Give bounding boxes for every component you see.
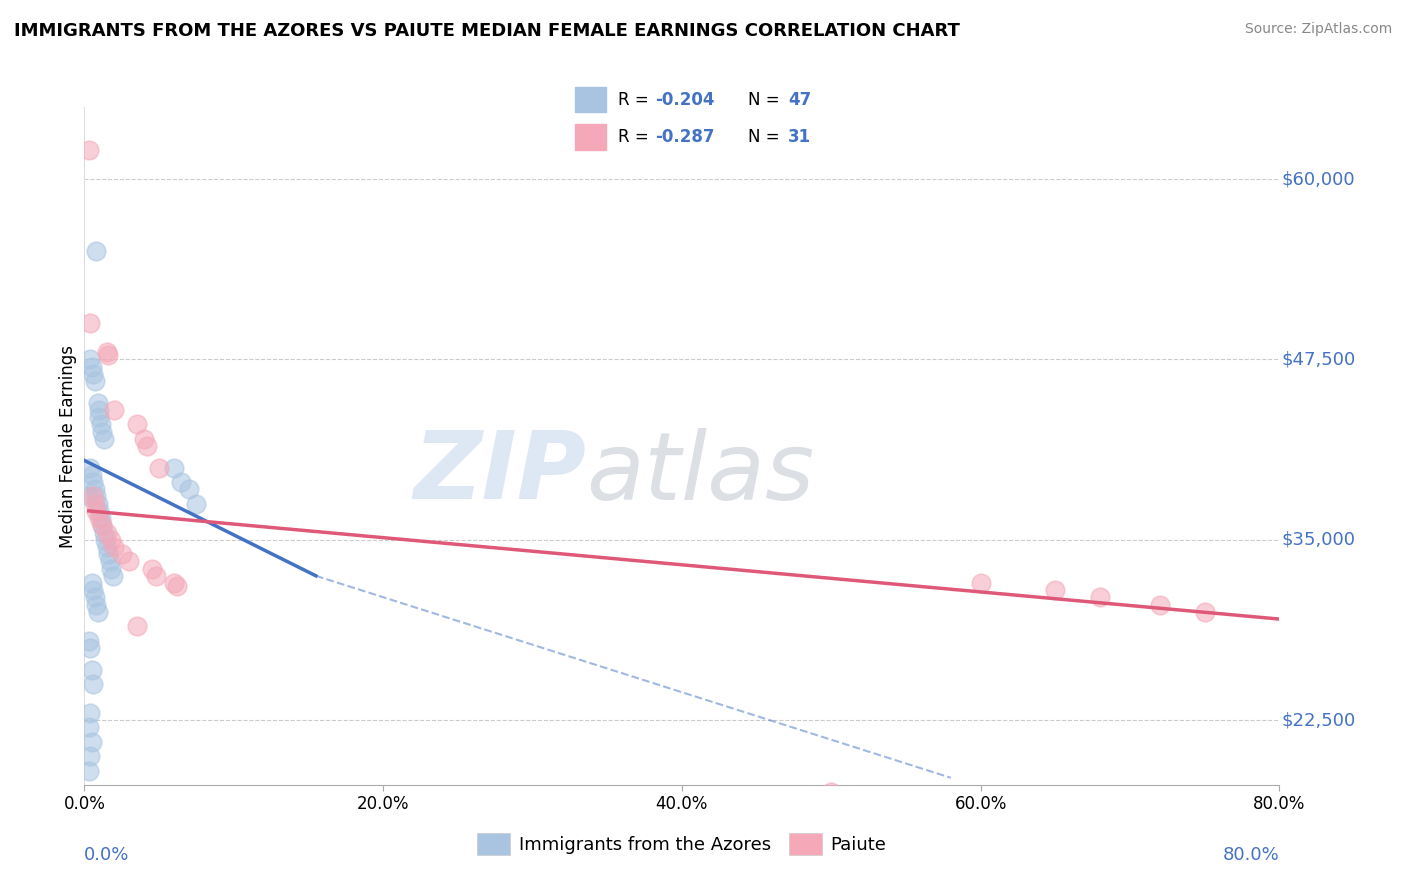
- Point: [141, 792, 163, 806]
- Point: [82, 490, 104, 504]
- Point: [80, 467, 103, 482]
- Point: [125, 417, 148, 432]
- Legend: Immigrants from the Azores, Paiute: Immigrants from the Azores, Paiute: [468, 824, 896, 864]
- Point: [98, 554, 121, 568]
- Point: [91, 518, 114, 533]
- Point: [141, 561, 163, 575]
- Point: [100, 533, 122, 547]
- Point: [86, 244, 108, 259]
- Point: [163, 576, 186, 591]
- Text: R =: R =: [619, 128, 654, 145]
- Point: [86, 598, 108, 612]
- Point: [79, 317, 101, 331]
- Text: IMMIGRANTS FROM THE AZORES VS PAIUTE MEDIAN FEMALE EARNINGS CORRELATION CHART: IMMIGRANTS FROM THE AZORES VS PAIUTE MED…: [14, 22, 960, 40]
- Point: [86, 504, 108, 518]
- Point: [90, 417, 112, 432]
- Point: [177, 483, 200, 497]
- Text: R =: R =: [619, 91, 654, 109]
- Point: [96, 345, 118, 359]
- Point: [79, 352, 101, 367]
- Point: [100, 561, 122, 575]
- Point: [94, 533, 117, 547]
- Point: [1045, 583, 1067, 598]
- Point: [125, 619, 148, 633]
- Point: [83, 497, 105, 511]
- Point: [111, 547, 134, 561]
- Text: 31: 31: [789, 128, 811, 145]
- Point: [79, 640, 101, 655]
- Point: [77, 144, 100, 158]
- Point: [83, 374, 105, 388]
- Point: [79, 460, 101, 475]
- Point: [82, 367, 104, 381]
- Text: 80.0%: 80.0%: [1223, 846, 1279, 864]
- Point: [89, 403, 111, 417]
- Point: [820, 785, 842, 799]
- Text: atlas: atlas: [586, 427, 814, 518]
- Point: [87, 395, 110, 409]
- Text: ZIP: ZIP: [413, 427, 586, 519]
- Point: [80, 734, 103, 748]
- Text: -0.287: -0.287: [655, 128, 714, 145]
- Point: [97, 547, 120, 561]
- Point: [103, 403, 125, 417]
- Point: [101, 569, 124, 583]
- Point: [103, 540, 125, 554]
- Point: [118, 554, 141, 568]
- Point: [163, 460, 186, 475]
- Text: N =: N =: [748, 128, 785, 145]
- Text: $22,500: $22,500: [1282, 711, 1357, 729]
- Point: [83, 591, 105, 605]
- Point: [89, 410, 111, 425]
- Point: [82, 475, 104, 489]
- Point: [93, 432, 115, 446]
- Point: [89, 511, 111, 525]
- Text: 47: 47: [789, 91, 811, 109]
- Point: [186, 497, 208, 511]
- Point: [82, 677, 104, 691]
- Point: [77, 490, 100, 504]
- Point: [80, 359, 103, 374]
- Text: Source: ZipAtlas.com: Source: ZipAtlas.com: [1244, 22, 1392, 37]
- Point: [166, 579, 188, 593]
- Point: [79, 749, 101, 764]
- Point: [83, 483, 105, 497]
- Point: [1149, 598, 1171, 612]
- Point: [145, 569, 167, 583]
- Point: [86, 490, 108, 504]
- Point: [77, 764, 100, 778]
- Point: [77, 720, 100, 734]
- Text: $35,000: $35,000: [1282, 531, 1355, 549]
- Text: -0.204: -0.204: [655, 91, 714, 109]
- Point: [136, 439, 159, 453]
- Point: [91, 518, 114, 533]
- Point: [82, 583, 104, 598]
- Point: [132, 432, 156, 446]
- Point: [1090, 591, 1112, 605]
- Point: [87, 605, 110, 619]
- Point: [170, 475, 193, 489]
- Point: [97, 348, 120, 362]
- Point: [80, 576, 103, 591]
- Point: [79, 706, 101, 720]
- Point: [89, 504, 111, 518]
- Text: $47,500: $47,500: [1282, 351, 1357, 368]
- FancyBboxPatch shape: [575, 87, 606, 112]
- Point: [90, 511, 112, 525]
- Point: [91, 425, 114, 439]
- Text: 0.0%: 0.0%: [84, 846, 129, 864]
- Point: [93, 525, 115, 540]
- Point: [96, 525, 118, 540]
- Point: [1194, 605, 1216, 619]
- Point: [80, 663, 103, 677]
- Point: [970, 576, 993, 591]
- Point: [87, 497, 110, 511]
- Point: [148, 460, 170, 475]
- Text: $60,000: $60,000: [1282, 170, 1355, 188]
- Point: [96, 540, 118, 554]
- Point: [77, 633, 100, 648]
- Y-axis label: Median Female Earnings: Median Female Earnings: [59, 344, 77, 548]
- FancyBboxPatch shape: [575, 124, 606, 150]
- Text: N =: N =: [748, 91, 785, 109]
